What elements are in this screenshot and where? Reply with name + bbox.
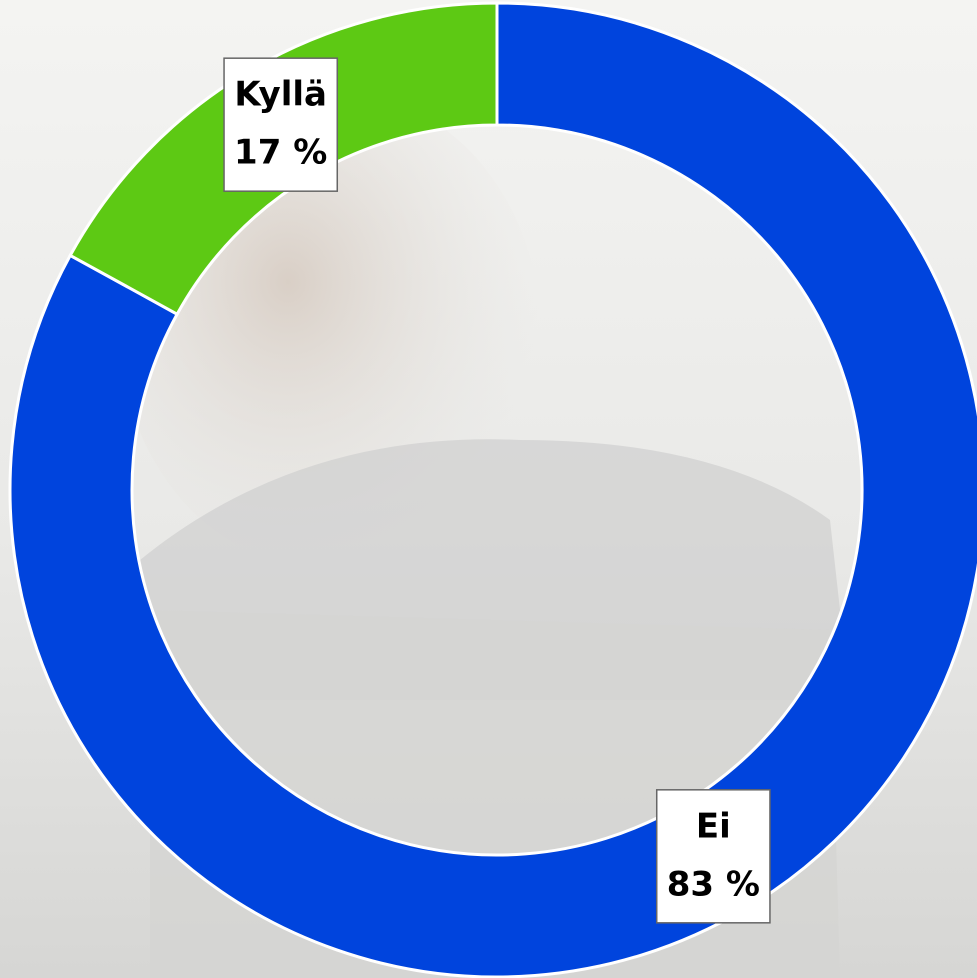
label-box	[655, 789, 771, 924]
value-label: 17 %	[234, 133, 327, 173]
value-label: 83 %	[667, 864, 760, 904]
category-label: Kyllä	[234, 75, 327, 115]
donut-segment	[8, 1, 977, 978]
label-box	[223, 57, 339, 192]
category-label: Ei	[696, 806, 731, 846]
